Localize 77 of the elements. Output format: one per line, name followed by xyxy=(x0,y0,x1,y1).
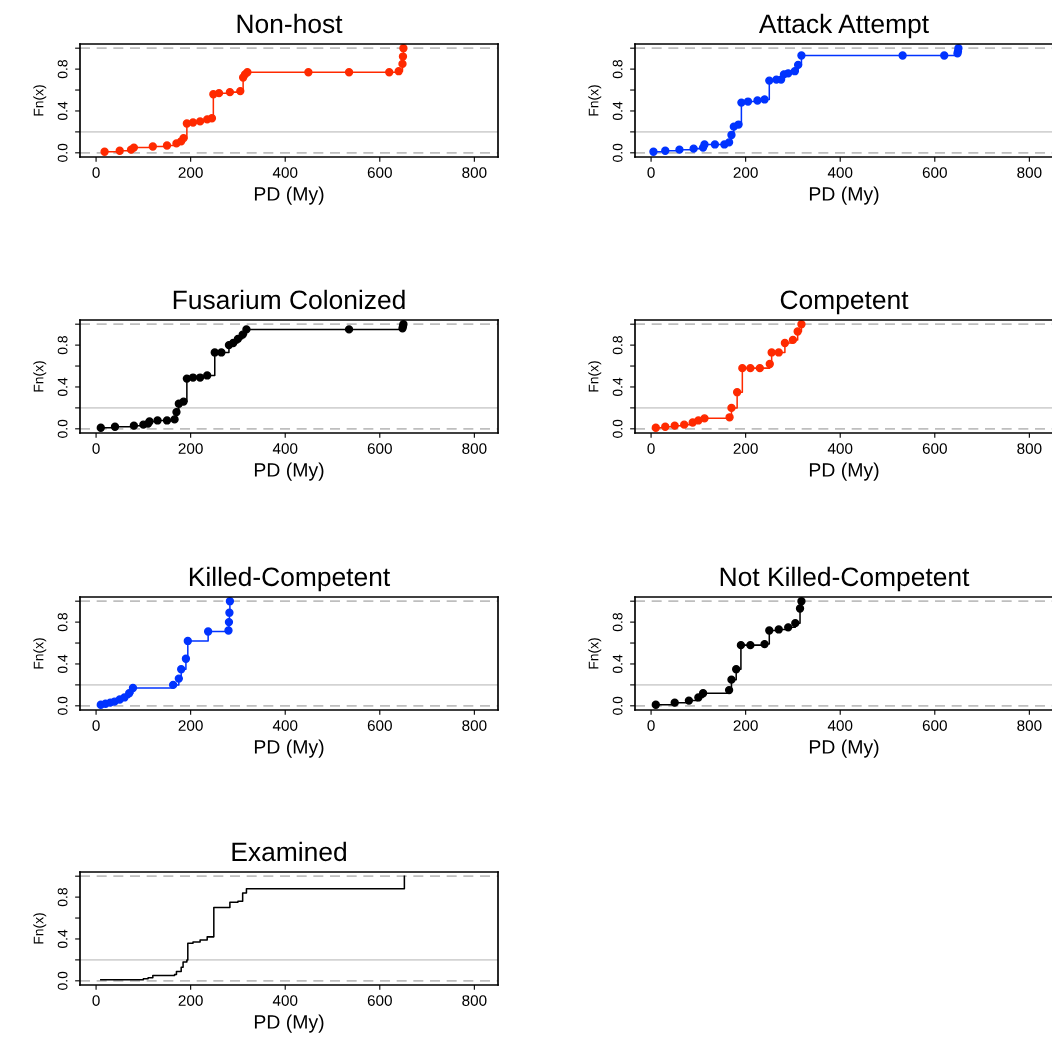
x-tick-label: 600 xyxy=(922,443,947,454)
y-tick-label: 0.0 xyxy=(57,696,68,715)
x-tick-label: 0 xyxy=(92,720,100,731)
y-tick-label: 0.0 xyxy=(57,971,68,990)
x-tick-label: 800 xyxy=(1017,167,1042,178)
x-tick-label: 800 xyxy=(462,995,487,1006)
y-axis-title: Fn(x) xyxy=(588,361,602,392)
y-axis-title: Fn(x) xyxy=(588,638,602,669)
x-tick-label: 400 xyxy=(827,443,853,454)
y-tick-label: 0.4 xyxy=(57,101,68,121)
y-tick-label: 0.4 xyxy=(57,929,68,949)
y-tick-label: 0.8 xyxy=(57,888,68,907)
x-tick-label: 0 xyxy=(92,443,100,454)
x-tick-label: 600 xyxy=(367,995,392,1006)
x-tick-label: 200 xyxy=(178,443,203,454)
y-tick-label: 0.8 xyxy=(612,613,623,632)
x-axis-title: PD (My) xyxy=(809,186,879,205)
x-tick-label: 400 xyxy=(827,167,853,178)
x-tick-label: 600 xyxy=(922,720,947,731)
x-axis-title: PD (My) xyxy=(254,739,324,758)
y-tick-label: 0.8 xyxy=(57,613,68,632)
y-tick-label: 0.8 xyxy=(612,60,623,79)
x-tick-label: 600 xyxy=(367,167,392,178)
x-tick-label: 200 xyxy=(733,720,758,731)
x-tick-label: 0 xyxy=(647,443,655,454)
x-tick-label: 400 xyxy=(827,720,853,731)
chart-title: Competent xyxy=(780,290,909,315)
chart-title: Examined xyxy=(232,841,346,862)
x-tick-label: 800 xyxy=(1017,720,1042,731)
y-tick-label: 0.0 xyxy=(57,143,68,162)
x-tick-label: 400 xyxy=(272,167,298,178)
y-axis-title: Fn(x) xyxy=(588,85,602,116)
y-axis-title: Fn(x) xyxy=(33,913,47,944)
y-tick-label: 0.8 xyxy=(57,60,68,79)
x-tick-label: 600 xyxy=(922,167,947,178)
x-tick-label: 200 xyxy=(178,720,203,731)
x-tick-label: 800 xyxy=(462,720,487,731)
y-tick-label: 0.0 xyxy=(612,419,623,438)
y-tick-label: 0.8 xyxy=(57,336,68,355)
x-axis-title: PD (My) xyxy=(254,186,324,205)
x-tick-label: 800 xyxy=(1017,443,1042,454)
chart-title: Attack Attempt xyxy=(758,13,929,39)
x-tick-label: 400 xyxy=(272,720,298,731)
x-tick-label: 200 xyxy=(178,995,203,1006)
y-axis-title: Fn(x) xyxy=(33,361,47,392)
x-tick-label: 0 xyxy=(647,720,655,731)
x-tick-label: 600 xyxy=(367,443,392,454)
y-tick-label: 0.0 xyxy=(612,143,623,162)
x-tick-label: 200 xyxy=(733,443,758,454)
y-tick-label: 0.0 xyxy=(612,696,623,715)
x-tick-label: 800 xyxy=(462,443,487,454)
y-tick-label: 0.4 xyxy=(57,377,68,397)
x-tick-label: 400 xyxy=(272,443,298,454)
chart-title: Killed-Competent xyxy=(189,566,391,592)
x-tick-label: 800 xyxy=(462,167,487,178)
x-tick-label: 400 xyxy=(272,995,298,1006)
y-axis-title: Fn(x) xyxy=(33,638,47,669)
y-axis-title: Fn(x) xyxy=(33,85,47,116)
x-axis-title: PD (My) xyxy=(254,462,324,481)
y-tick-label: 0.4 xyxy=(57,654,68,674)
x-axis-title: PD (My) xyxy=(809,462,879,481)
x-axis-title: PD (My) xyxy=(254,1014,324,1033)
y-tick-label: 0.4 xyxy=(612,101,623,121)
chart-title: Fusarium Colonized xyxy=(173,289,405,310)
x-axis-title: PD (My) xyxy=(809,739,879,758)
x-tick-label: 200 xyxy=(733,167,758,178)
y-tick-label: 0.4 xyxy=(612,377,623,397)
x-tick-label: 0 xyxy=(647,167,655,178)
chart-title: Not Killed-Competent xyxy=(720,566,970,592)
x-tick-label: 0 xyxy=(92,995,100,1006)
x-tick-label: 0 xyxy=(92,167,100,178)
x-tick-label: 200 xyxy=(178,167,203,178)
x-tick-label: 600 xyxy=(367,720,392,731)
chart-title: Non-host xyxy=(237,13,343,34)
y-tick-label: 0.4 xyxy=(612,654,623,674)
y-tick-label: 0.0 xyxy=(57,419,68,438)
y-tick-label: 0.8 xyxy=(612,336,623,355)
